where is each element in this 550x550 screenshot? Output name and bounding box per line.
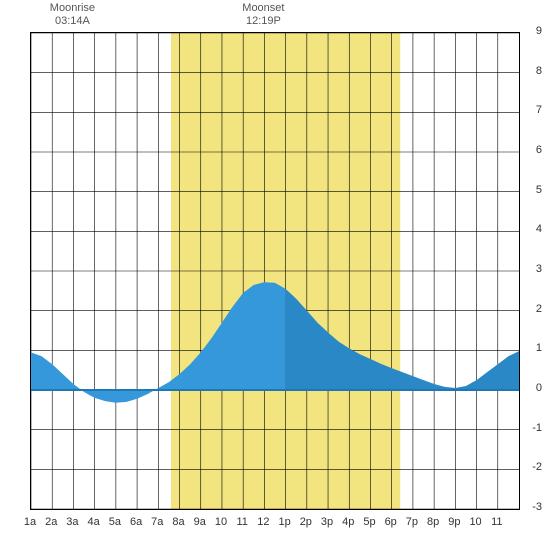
tide-fill-layer	[31, 282, 519, 403]
x-tick-label: 4a	[84, 516, 104, 528]
x-tick-label: 10	[211, 516, 231, 528]
x-tick-label: 6p	[381, 516, 401, 528]
x-tick-label: 3p	[317, 516, 337, 528]
y-tick-label: 5	[524, 184, 542, 196]
y-tick-label: 0	[524, 382, 542, 394]
x-tick-label: 5a	[105, 516, 125, 528]
y-tick-label: -2	[524, 461, 542, 473]
x-tick-label: 6a	[126, 516, 146, 528]
moonset-value: 12:19P	[233, 15, 293, 28]
moonrise-value: 03:14A	[42, 15, 102, 28]
x-tick-label: 1a	[20, 516, 40, 528]
x-tick-label: 2p	[296, 516, 316, 528]
y-tick-label: 3	[524, 263, 542, 275]
y-tick-label: 2	[524, 303, 542, 315]
y-tick-label: 4	[524, 223, 542, 235]
y-tick-label: -1	[524, 422, 542, 434]
x-tick-label: 9a	[190, 516, 210, 528]
y-tick-label: 6	[524, 144, 542, 156]
x-tick-label: 11	[232, 516, 252, 528]
x-tick-label: 2a	[41, 516, 61, 528]
moonset-title: Moonset	[233, 2, 293, 15]
x-tick-label: 1p	[275, 516, 295, 528]
x-tick-label: 5p	[359, 516, 379, 528]
y-tick-label: 1	[524, 342, 542, 354]
moonset-label: Moonset 12:19P	[233, 2, 293, 28]
x-tick-label: 11	[487, 516, 507, 528]
x-tick-label: 4p	[338, 516, 358, 528]
chart-svg	[31, 33, 519, 509]
y-tick-label: 8	[524, 65, 542, 77]
tide-chart: Moonrise 03:14A Moonset 12:19P 1a2a3a4a5…	[0, 0, 550, 550]
x-tick-label: 7a	[147, 516, 167, 528]
moonrise-title: Moonrise	[42, 2, 102, 15]
x-tick-label: 7p	[402, 516, 422, 528]
x-tick-label: 3a	[62, 516, 82, 528]
x-tick-label: 9p	[444, 516, 464, 528]
x-tick-label: 8a	[169, 516, 189, 528]
y-tick-label: 9	[524, 25, 542, 37]
x-tick-label: 10	[466, 516, 486, 528]
moonrise-label: Moonrise 03:14A	[42, 2, 102, 28]
x-tick-label: 12	[253, 516, 273, 528]
y-tick-label: 7	[524, 104, 542, 116]
plot-area	[30, 32, 520, 510]
y-tick-label: -3	[524, 501, 542, 513]
x-tick-label: 8p	[423, 516, 443, 528]
